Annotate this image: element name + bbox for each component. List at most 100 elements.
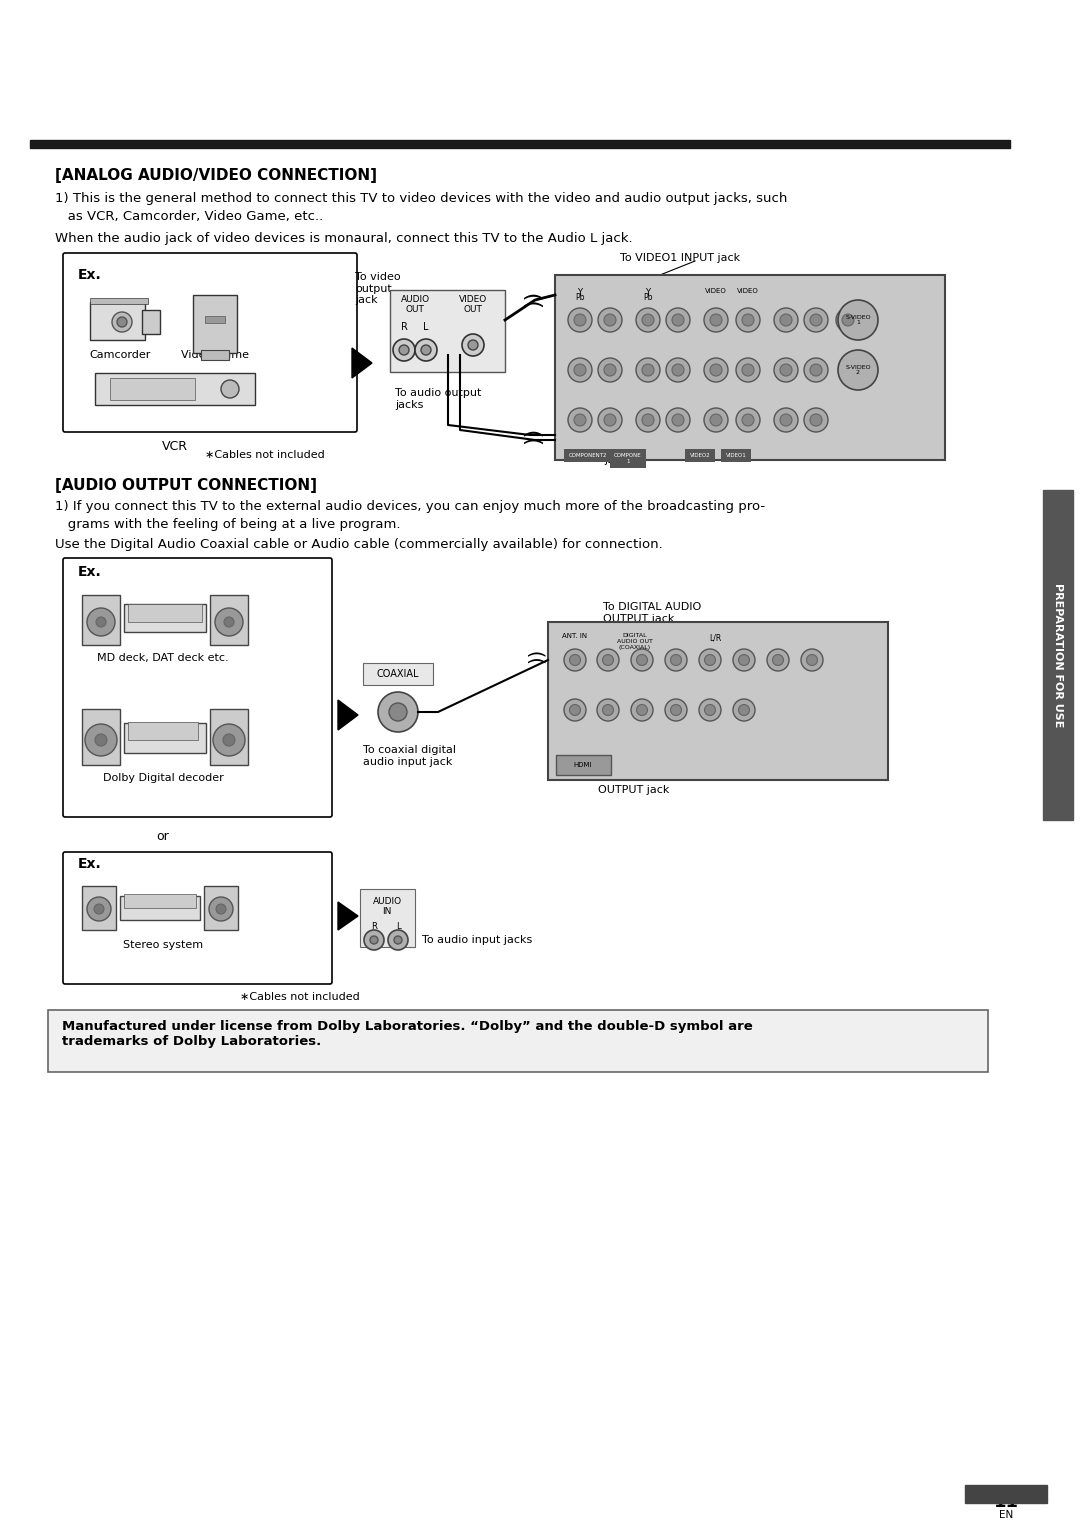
Circle shape [573, 364, 586, 376]
Circle shape [564, 649, 586, 671]
Circle shape [642, 313, 654, 325]
Circle shape [636, 654, 648, 666]
Bar [124, 604, 206, 633]
Bar [48, 1010, 988, 1073]
Text: ∗Cables not included: ∗Cables not included [240, 992, 360, 1002]
Text: MD deck, DAT deck etc.: MD deck, DAT deck etc. [97, 652, 229, 663]
Bar [363, 663, 433, 685]
Text: ANT. IN: ANT. IN [563, 633, 588, 639]
Circle shape [87, 608, 114, 636]
Circle shape [710, 313, 723, 325]
Circle shape [704, 704, 715, 715]
Text: L: L [395, 921, 401, 931]
Circle shape [564, 698, 586, 721]
Bar [82, 709, 120, 766]
Bar [95, 373, 255, 405]
Bar [1043, 490, 1074, 821]
Circle shape [742, 364, 754, 376]
Circle shape [95, 733, 107, 746]
FancyBboxPatch shape [63, 853, 332, 984]
Text: To DIGITAL AUDIO
OUTPUT jack: To DIGITAL AUDIO OUTPUT jack [603, 602, 701, 623]
Circle shape [804, 309, 828, 332]
Circle shape [733, 698, 755, 721]
Text: COMPONE
1: COMPONE 1 [615, 452, 642, 465]
Circle shape [603, 654, 613, 666]
Circle shape [710, 414, 723, 426]
Bar [120, 895, 200, 920]
Circle shape [468, 341, 478, 350]
Text: 1) If you connect this TV to the external audio devices, you can enjoy much more: 1) If you connect this TV to the externa… [55, 500, 765, 513]
Circle shape [810, 414, 822, 426]
Circle shape [665, 698, 687, 721]
Bar [193, 295, 237, 353]
Bar [556, 755, 611, 775]
Text: COAXIAL: COAXIAL [377, 669, 419, 678]
Circle shape [642, 414, 654, 426]
Circle shape [631, 649, 653, 671]
Circle shape [733, 649, 755, 671]
Circle shape [704, 309, 728, 332]
Circle shape [210, 897, 233, 921]
Text: 1) This is the general method to connect this TV to video devices with the video: 1) This is the general method to connect… [55, 193, 787, 205]
Circle shape [836, 309, 860, 332]
Text: [AUDIO OUTPUT CONNECTION]: [AUDIO OUTPUT CONNECTION] [55, 478, 318, 494]
Text: 11: 11 [994, 1493, 1018, 1511]
Text: To audio input jacks: To audio input jacks [422, 935, 532, 944]
Circle shape [742, 313, 754, 325]
Circle shape [213, 724, 245, 756]
Circle shape [421, 345, 431, 354]
Circle shape [774, 358, 798, 382]
Text: Manufactured under license from Dolby Laboratories. “Dolby” and the double-D sym: Manufactured under license from Dolby La… [62, 1021, 753, 1048]
Circle shape [838, 299, 878, 341]
Circle shape [735, 358, 760, 382]
Circle shape [672, 313, 684, 325]
Circle shape [838, 350, 878, 390]
Text: Ex.: Ex. [78, 857, 102, 871]
Text: EN: EN [999, 1510, 1013, 1520]
FancyBboxPatch shape [63, 254, 357, 432]
Circle shape [671, 704, 681, 715]
Text: L/R: L/R [708, 633, 721, 642]
Circle shape [642, 364, 654, 376]
Circle shape [742, 414, 754, 426]
Bar [141, 310, 160, 335]
Circle shape [780, 414, 792, 426]
Bar [204, 886, 238, 931]
Text: R: R [372, 921, 377, 931]
Circle shape [569, 704, 581, 715]
Circle shape [393, 339, 415, 361]
Circle shape [216, 905, 226, 914]
Circle shape [87, 897, 111, 921]
Text: Video Game: Video Game [181, 350, 249, 361]
Circle shape [568, 358, 592, 382]
Text: S-VIDEO
1: S-VIDEO 1 [846, 315, 870, 325]
Circle shape [735, 408, 760, 432]
Circle shape [598, 358, 622, 382]
Text: VIDEO: VIDEO [738, 287, 759, 293]
Circle shape [672, 414, 684, 426]
Text: )): )) [523, 289, 543, 307]
Circle shape [699, 649, 721, 671]
Text: VIDEO
OUT: VIDEO OUT [459, 295, 487, 315]
Circle shape [666, 358, 690, 382]
Text: )): )) [523, 426, 543, 443]
Polygon shape [338, 902, 357, 931]
Text: Pb: Pb [644, 293, 652, 303]
FancyBboxPatch shape [63, 558, 332, 817]
Text: To video
output
jack: To video output jack [355, 272, 401, 306]
Bar [360, 889, 415, 947]
Bar [82, 594, 120, 645]
Circle shape [735, 309, 760, 332]
Text: HDMI: HDMI [573, 762, 592, 769]
Circle shape [604, 313, 616, 325]
Text: VIDEO1: VIDEO1 [726, 452, 746, 458]
Bar [210, 594, 248, 645]
Text: Use the Digital Audio Coaxial cable or Audio cable (commercially available) for : Use the Digital Audio Coaxial cable or A… [55, 538, 663, 552]
Circle shape [636, 704, 648, 715]
Text: Y: Y [578, 287, 582, 296]
Circle shape [671, 654, 681, 666]
Text: as VCR, Camcorder, Video Game, etc..: as VCR, Camcorder, Video Game, etc.. [55, 209, 323, 223]
Text: S-VIDEO
2: S-VIDEO 2 [846, 365, 870, 376]
Text: Rear of this TV: Rear of this TV [553, 755, 635, 766]
Text: AUDIO
IN: AUDIO IN [373, 897, 402, 917]
